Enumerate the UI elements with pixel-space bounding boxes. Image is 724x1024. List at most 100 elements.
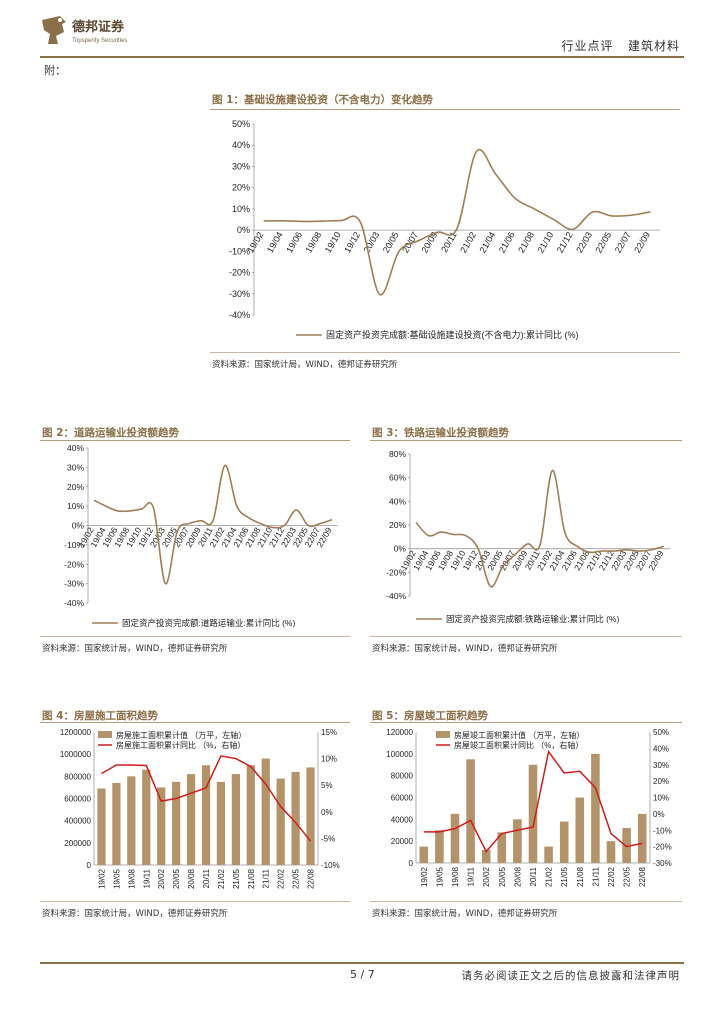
fig1-g-ytick-label: 30% [232,161,250,171]
fig4-g-xtick-label: 22/05 [292,868,301,889]
fig5-g-xtick-label: 20/11 [529,866,538,886]
fig1-source-rule [210,352,680,353]
fig5-g-xtick-label: 19/05 [435,866,444,887]
fig5-g-xtick-label: 19/02 [420,866,429,887]
fig5-g-ytick-right-label: 20% [653,777,669,786]
fig5-g-ytick-right-label: 30% [653,761,669,770]
fig1-g-ytick-label: 10% [232,204,250,214]
fig3-g-ytick-label: 20% [389,520,406,530]
fig1-source: 资料来源：国家统计局，WIND，德邦证券研究所 [212,360,398,370]
fig3-chart: -40%-20%0%20%40%60%80%19/0219/0419/0619/… [386,449,670,624]
fig4-g-bar [142,769,151,865]
fig3-g-ytick-label: 40% [389,496,406,506]
fig2-g-ytick-label: -10% [64,540,84,550]
fig4-g-bar [291,771,300,865]
fig1-g-xtick-label: 21/12 [555,230,575,255]
fig4-g-bar [276,778,285,865]
fig1-g-ytick-label: -40% [229,310,250,320]
fig4-title-rule [40,722,350,723]
fig3-g-ytick-label: 60% [389,473,406,483]
fig2-g-ytick-label: 0% [72,521,85,531]
fig5-source-rule [370,901,682,902]
fig4-g-ytick-right-label: 15% [321,728,337,737]
fig2-g-legend-label: 固定资产投资完成额:道路运输业:累计同比 (%) [122,618,295,628]
fig2-g-ytick-label: 10% [67,501,84,511]
fig1-g-ytick-label: -20% [229,268,250,278]
fig1-g-ytick-label: -10% [229,246,250,256]
fig4-g-ytick-left-label: 400000 [64,817,91,826]
fig3-g-ytick-label: -20% [386,567,406,577]
fig5-g-ytick-left-label: 60000 [391,794,414,803]
fig4-g-xtick-label: 20/08 [187,868,196,889]
fig1-g-xtick-label: 19/08 [303,230,323,255]
fig1-g-ytick-label: -30% [229,289,250,299]
fig5-source: 资料来源：国家统计局，WIND，德邦证券研究所 [372,909,558,919]
fig5-g-xtick-label: 21/11 [591,866,600,886]
legal-disclaimer: 请务必阅读正文之后的信息披露和法律声明 [461,970,680,982]
fig4-g-bar [216,781,226,865]
fig3-g-ytick-label: 0% [394,544,407,554]
fig2-chart: -40%-30%-20%-10%0%10%20%30%40%19/0219/04… [64,443,338,628]
fig3-title-rule [370,440,682,441]
fig1-g-ytick-label: 20% [232,183,250,193]
fig5-g-xtick-label: 19/11 [467,866,476,886]
fig1-g-xtick-label: 19/06 [284,230,304,255]
fig4-g-xtick-label: 22/08 [307,868,316,889]
fig3-g-legend-label: 固定资产投资完成额:铁路运输业:累计同比 (%) [446,614,619,624]
fig1-g-xtick-label: 20/09 [419,230,439,255]
brand-name-en: Topsperity Securities [72,38,127,44]
fig3-g-ytick-label: 80% [389,449,406,459]
fig4-g-xtick-label: 21/05 [232,868,241,889]
footer-divider [40,962,684,964]
fig5-g-bar [513,819,522,863]
report-category: 行业点评 建筑材料 [561,39,680,53]
fig5-g-bar [497,832,507,863]
fig3-g-series-line [415,469,665,588]
fig4-g-bar [201,765,211,865]
fig5-g-ytick-right-label: 50% [653,728,669,737]
fig2-g-ytick-label: -20% [64,559,84,569]
fig5-g-bar [466,759,475,863]
fig5-g-bar [591,753,600,863]
fig1-g-xtick-label: 19/12 [342,230,362,255]
fig4-g-legend-bar-label: 房屋施工面积累计值 （万平，左轴） [116,730,246,740]
fig4-g-xtick-label: 20/11 [202,868,211,888]
fig5-g-bar [528,764,538,863]
fig5-g-xtick-label: 20/05 [498,866,507,887]
fig2-g-ytick-label: -40% [64,598,84,608]
fig2-source: 资料来源：国家统计局，WIND，德邦证券研究所 [42,644,228,654]
fig1-g-ytick-label: 0% [237,225,250,235]
fig5-title-rule [370,722,682,723]
fig5-chart: 0 20000 40000 60000 80000 100000 120000 -30% -20… [386,728,672,887]
fig4-g-xtick-label: 20/02 [157,868,166,889]
fig4-g-bar [172,781,181,865]
fig1-g-xtick-label: 21/04 [477,230,497,255]
fig4-g-xtick-label: 21/08 [247,868,256,889]
fig4-g-bar [261,758,270,865]
fig5-g-ytick-left-label: 0 [409,859,414,868]
fig5-g-ytick-right-label: -30% [653,859,672,868]
fig4-g-bar [157,787,166,865]
fig4-g-ytick-right-label: 0% [321,808,333,817]
fig2-g-ytick-label: -30% [64,579,84,589]
fig5-g-bar [575,797,585,863]
fig5-g-bar [637,813,647,863]
fig1-g-xtick-label: 19/04 [265,230,285,255]
fig1-g-xtick-label: 21/02 [458,230,478,255]
fig4-g-bar [97,788,106,865]
fig4-chart: 0 200000 400000 600000 800000 1000000 1200000 -… [60,728,340,889]
fig4-g-ytick-right-label: -10% [321,861,340,870]
fig5-g-bar [559,821,569,863]
fig4-g-xtick-label: 22/02 [277,868,286,889]
fig5-g-bar [450,813,460,863]
fig1-g-legend-label: 固定资产投资完成额:基础设施建设投资(不含电力):累计同比 (%) [326,329,579,340]
fig4-g-xtick-label: 20/05 [172,868,181,889]
fig4-source: 资料来源：国家统计局，WIND，德邦证券研究所 [42,909,228,919]
fig4-g-bar [112,782,121,865]
fig5-title: 图 5：房屋竣工面积趋势 [372,710,488,722]
fig5-g-ytick-left-label: 20000 [391,837,414,846]
fig4-g-ytick-left-label: 0 [87,861,92,870]
fig2-source-rule [40,636,350,637]
fig5-g-ytick-right-label: 0% [653,810,665,819]
fig5-g-xtick-label: 19/08 [451,866,460,887]
